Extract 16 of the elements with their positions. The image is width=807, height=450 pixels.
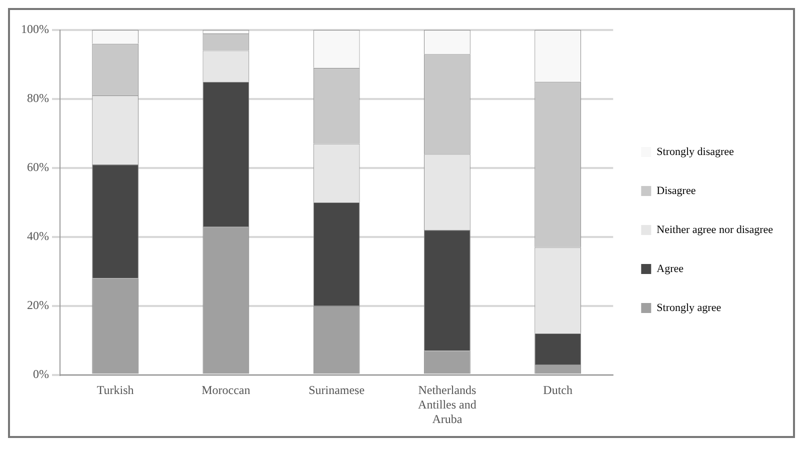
y-tick-label: 20%: [26, 298, 49, 312]
y-tick-label: 80%: [26, 91, 49, 106]
y-tick-label: 40%: [26, 229, 49, 244]
legend-label: Strongly disagree: [656, 146, 734, 158]
legend-label: Neither agree nor disagree: [656, 224, 774, 236]
y-tick-label: 0%: [32, 366, 49, 381]
legend-label: Disagree: [656, 184, 696, 197]
x-tick-label: Netherlands Antilles and Aruba: [418, 383, 477, 426]
y-tick-label: 100%: [20, 22, 49, 36]
x-tick-label: Surinamese: [308, 383, 365, 398]
x-tick-label: Turkish: [96, 383, 134, 398]
legend-label: Agree: [656, 262, 684, 275]
y-tick-label: 60%: [26, 160, 49, 174]
x-tick-label: Moroccan: [202, 383, 250, 398]
x-tick-label: Dutch: [543, 383, 572, 398]
legend-label: Strongly agree: [656, 302, 722, 314]
